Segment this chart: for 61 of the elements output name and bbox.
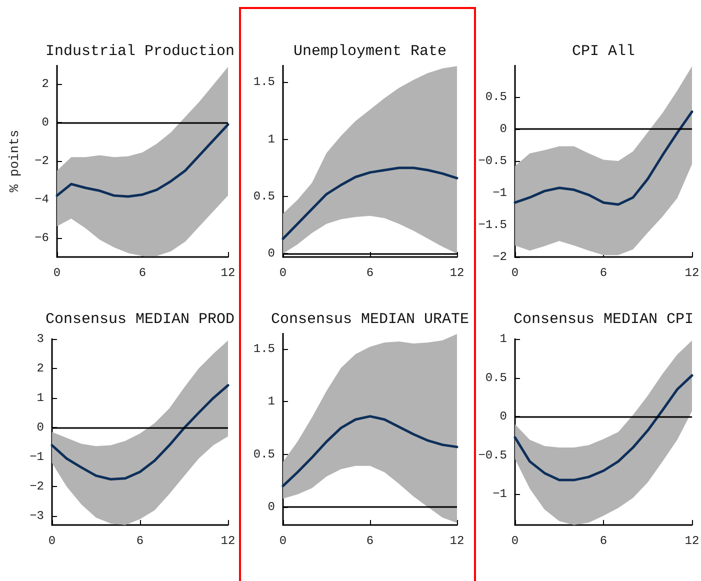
- y-tick-label: −0.5: [478, 448, 507, 462]
- x-tick-label: 0: [511, 534, 519, 548]
- y-tick-label: −1.5: [478, 218, 507, 232]
- x-tick-label: 6: [600, 534, 608, 548]
- y-tick-label: −2: [34, 154, 49, 168]
- y-tick-label: −3: [30, 509, 44, 524]
- x-tick-label: 0: [279, 266, 287, 280]
- x-tick-label: 6: [600, 266, 608, 280]
- y-tick-label: 0.5: [253, 189, 275, 204]
- y-tick-label: 1: [500, 332, 507, 346]
- y-tick-label: 0: [500, 410, 507, 424]
- line-series: [282, 415, 458, 488]
- y-tick-label: −1: [492, 487, 507, 501]
- y-tick-label: −4: [34, 192, 49, 206]
- y-tick-label: 1: [36, 391, 44, 406]
- y-tick-label: −6: [34, 230, 49, 245]
- line-series: [50, 384, 230, 480]
- chart-title: CPI All: [572, 43, 636, 60]
- x-tick-label: 0: [511, 266, 519, 280]
- x-tick-label: 12: [450, 534, 464, 548]
- y-tick-label: 1.5: [253, 75, 275, 90]
- x-tick-label: 6: [138, 266, 146, 280]
- chart-title: Consensus MEDIAN CPI: [513, 311, 694, 328]
- line-series: [282, 166, 458, 240]
- y-tick-label: −0.5: [478, 154, 507, 168]
- x-tick-label: 12: [220, 534, 236, 548]
- x-tick-label: 12: [450, 266, 464, 280]
- y-tick-label: 0: [268, 500, 275, 514]
- y-tick-label: 2: [36, 362, 44, 376]
- y-tick-label: −1: [30, 450, 44, 464]
- y-tick-label: 2: [42, 77, 49, 92]
- x-tick-label: 12: [684, 534, 700, 548]
- y-tick-label: 0: [268, 246, 275, 261]
- y-axis-title: % points: [7, 130, 22, 192]
- y-tick-label: 0: [42, 116, 49, 130]
- y-tick-label: 1: [268, 132, 275, 146]
- x-tick-label: 12: [684, 266, 700, 280]
- y-tick-label: 1: [268, 394, 275, 409]
- y-tick-label: −2: [492, 250, 507, 264]
- y-tick-label: 0: [36, 420, 44, 435]
- x-tick-label: 6: [366, 534, 374, 548]
- y-tick-label: 0: [500, 122, 507, 136]
- chart-title: Consensus MEDIAN URATE: [270, 311, 470, 328]
- chart-title: Industrial Production: [45, 43, 235, 60]
- y-tick-label: −1: [492, 186, 507, 200]
- line-series: [514, 110, 694, 206]
- line-series: [514, 374, 694, 482]
- y-tick-label: 0.5: [485, 370, 507, 385]
- y-tick-label: 0.5: [485, 90, 507, 104]
- chart-title: Consensus MEDIAN PROD: [45, 311, 235, 328]
- y-tick-label: 1.5: [253, 342, 275, 356]
- x-tick-label: 0: [279, 534, 287, 548]
- x-tick-label: 6: [136, 534, 144, 548]
- y-tick-label: −2: [30, 480, 44, 494]
- y-tick-label: 3: [36, 332, 44, 346]
- y-tick-label: 0.5: [253, 447, 275, 462]
- line-series: [56, 123, 230, 198]
- chart-title: Unemployment Rate: [293, 43, 447, 60]
- x-tick-label: 0: [53, 266, 61, 280]
- x-tick-label: 12: [220, 266, 236, 280]
- x-tick-label: 6: [366, 266, 374, 280]
